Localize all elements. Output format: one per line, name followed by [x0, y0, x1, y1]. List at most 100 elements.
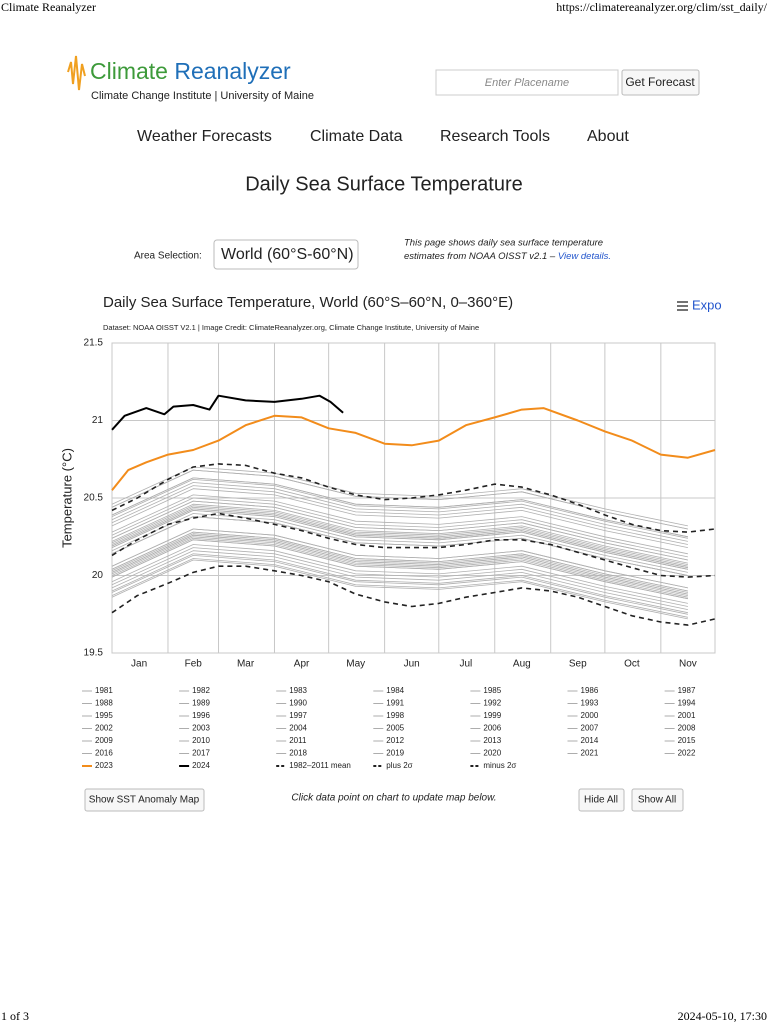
legend-label[interactable]: 1990 — [289, 699, 307, 708]
series-line — [111, 531, 688, 592]
legend-label[interactable]: 1985 — [483, 686, 501, 695]
area-select[interactable] — [213, 239, 359, 270]
plot-area: 19.5 20 20.5 21 21.5 Jan Feb Mar Apr May Jun Jul Aug… — [84, 338, 716, 670]
series-line — [111, 534, 688, 595]
timestamp: 2024-05-10, 17:30 — [678, 1009, 767, 1023]
show-all-button[interactable] — [631, 788, 684, 812]
legend-label[interactable]: 1991 — [386, 699, 404, 708]
nav-item[interactable]: Research Tools — [440, 128, 550, 145]
page-title: Daily Sea Surface Temperature — [245, 173, 523, 195]
logo-icon — [67, 55, 86, 91]
x-tick-label: Mar — [237, 659, 255, 670]
legend-label[interactable]: 2010 — [192, 736, 210, 745]
show-all-label: Show All — [638, 795, 676, 806]
legend-label[interactable]: 1999 — [483, 711, 501, 720]
series-line — [111, 503, 688, 564]
y-tick-label: 20.5 — [84, 493, 104, 504]
series-line — [111, 482, 688, 542]
legend-label[interactable]: 1982 — [192, 686, 210, 695]
nav-item[interactable]: Weather Forecasts — [137, 128, 272, 145]
legend-label[interactable]: 2005 — [386, 724, 404, 733]
legend-label[interactable]: 2011 — [289, 736, 307, 745]
series-line — [111, 539, 688, 600]
legend-label[interactable]: 2003 — [192, 724, 210, 733]
legend-label[interactable]: 1988 — [95, 699, 113, 708]
series-line — [111, 463, 716, 533]
series-line — [111, 537, 688, 598]
series-line — [111, 505, 688, 565]
legend-label[interactable]: 2013 — [483, 736, 501, 745]
search-placeholder: Enter Placename — [485, 77, 569, 89]
legend-label[interactable]: 2001 — [678, 711, 696, 720]
legend-label[interactable]: 2017 — [192, 749, 210, 758]
page-count: 1 of 3 — [1, 1009, 29, 1023]
legend-label[interactable]: minus 2σ — [483, 761, 516, 770]
hint: Click data point on chart to update map … — [291, 793, 496, 804]
legend-label[interactable]: 2023 — [95, 761, 113, 770]
legend-label[interactable]: 2012 — [386, 736, 404, 745]
note-link[interactable]: View details. — [558, 251, 611, 262]
legend-label[interactable]: 1995 — [95, 711, 113, 720]
legend-label[interactable]: 1992 — [483, 699, 501, 708]
y-tick-label: 21 — [92, 415, 104, 426]
series-line — [111, 553, 688, 614]
legend-label[interactable]: 1993 — [581, 699, 599, 708]
export-icon[interactable] — [677, 301, 688, 311]
series-line — [111, 497, 688, 558]
chart-title: Daily Sea Surface Temperature, World (60… — [103, 294, 513, 311]
legend-label[interactable]: 2007 — [581, 724, 599, 733]
export-label[interactable]: Expo — [692, 297, 722, 312]
series-line — [111, 477, 688, 538]
legend-label[interactable]: 2024 — [192, 761, 210, 770]
search-input[interactable] — [435, 69, 619, 96]
legend-label[interactable]: 2020 — [483, 749, 501, 758]
x-tick-label: Nov — [679, 659, 697, 670]
series-line — [111, 555, 688, 615]
series-line — [111, 533, 688, 593]
legend-label[interactable]: 1987 — [678, 686, 696, 695]
legend-label[interactable]: plus 2σ — [386, 761, 412, 770]
series-line — [111, 500, 688, 561]
legend-label[interactable]: 1983 — [289, 686, 307, 695]
legend-label[interactable]: 1989 — [192, 699, 210, 708]
series-line — [111, 506, 688, 567]
legend-label[interactable]: 2015 — [678, 736, 696, 745]
x-tick-label: Apr — [294, 659, 310, 670]
legend-label[interactable]: 2014 — [581, 736, 599, 745]
legend-label[interactable]: 2019 — [386, 749, 404, 758]
legend-label[interactable]: 2016 — [95, 749, 113, 758]
hide-all-button[interactable] — [578, 788, 625, 812]
legend-label[interactable]: 2018 — [289, 749, 307, 758]
y-tick-label: 20 — [92, 570, 104, 581]
legend-label[interactable]: 2021 — [581, 749, 599, 758]
nav-item[interactable]: About — [587, 128, 629, 145]
legend-label[interactable]: 2002 — [95, 724, 113, 733]
legend-label[interactable]: 2006 — [483, 724, 501, 733]
legend-label[interactable]: 1994 — [678, 699, 696, 708]
browser-title: Climate Reanalyzer — [1, 0, 96, 14]
legend-label[interactable]: 2008 — [678, 724, 696, 733]
legend-label[interactable]: 1996 — [192, 711, 210, 720]
legend: 1981 1982 1983 1984 1985 1986 1987 1988 1989 1990… — [82, 686, 696, 770]
legend-label[interactable]: 1986 — [581, 686, 599, 695]
legend-label[interactable]: 1981 — [95, 686, 113, 695]
legend-label[interactable]: 2004 — [289, 724, 307, 733]
legend-label[interactable]: 1998 — [386, 711, 404, 720]
series-line — [111, 488, 688, 548]
nav-item[interactable]: Climate Data — [310, 128, 403, 145]
series-line — [111, 558, 688, 618]
legend-label[interactable]: 2022 — [678, 749, 696, 758]
chart-subtitle: Dataset: NOAA OISST V2.1 | Image Credit:… — [103, 323, 479, 332]
series-line — [111, 559, 688, 620]
legend-label[interactable]: 2009 — [95, 736, 113, 745]
series-line — [111, 508, 688, 569]
search-button[interactable] — [621, 69, 700, 96]
legend-label[interactable]: 2000 — [581, 711, 599, 720]
logo-word: Reanalyzer — [174, 58, 291, 84]
legend-label[interactable]: 1982–2011 mean — [289, 761, 351, 770]
legend-label[interactable]: 1997 — [289, 711, 307, 720]
x-tick-label: Feb — [185, 659, 203, 670]
anomaly-button[interactable] — [84, 788, 205, 812]
legend-label[interactable]: 1984 — [386, 686, 404, 695]
series-line — [111, 516, 688, 576]
